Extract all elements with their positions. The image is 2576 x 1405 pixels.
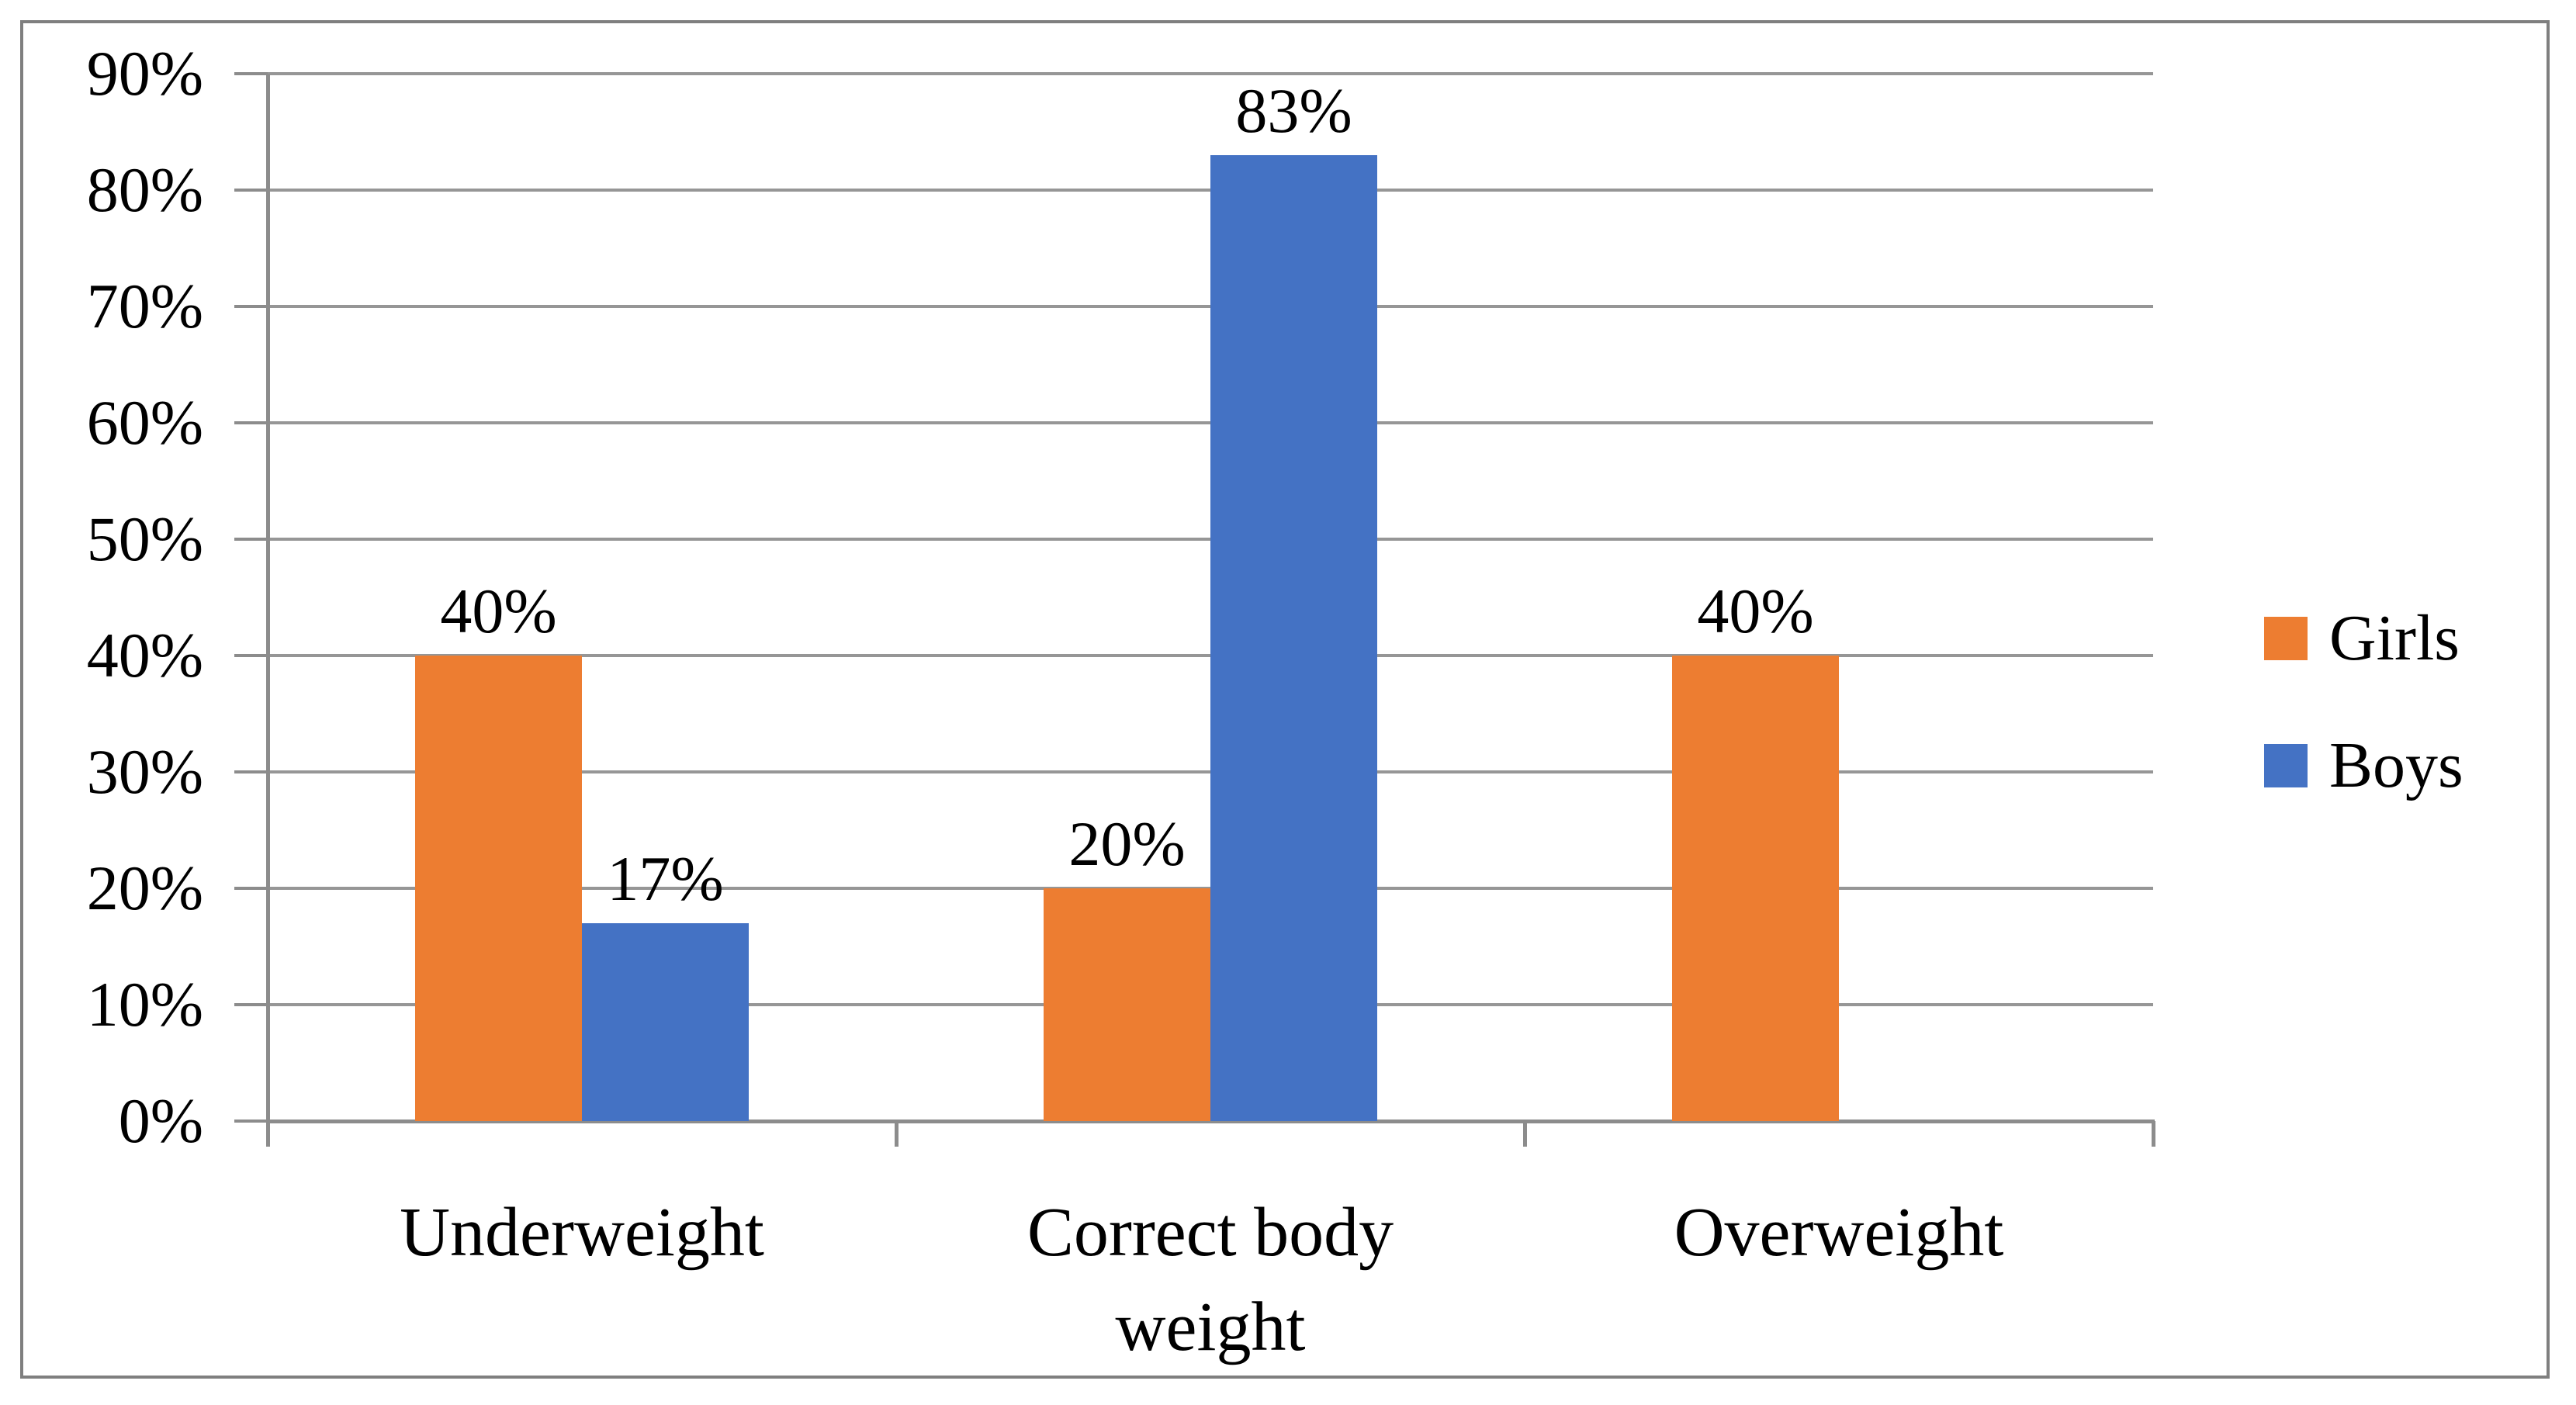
y-axis-label-20%: 20% (86, 853, 203, 923)
data-label-boys-underweight: 17% (607, 843, 724, 914)
x-axis-tick-3 (2152, 1121, 2155, 1147)
bar-girls-overweight (1672, 656, 1839, 1121)
bar-girls-correct-body-weight (1044, 888, 1210, 1121)
y-axis-label-50%: 50% (86, 504, 203, 574)
y-axis-line (266, 74, 270, 1147)
y-axis-tick-20% (234, 887, 268, 890)
y-axis-tick-60% (234, 421, 268, 424)
y-axis-tick-10% (234, 1003, 268, 1006)
legend-item-girls: Girls (2264, 601, 2460, 676)
data-label-girls-overweight: 40% (1697, 576, 1814, 646)
bar-boys-underweight (582, 923, 749, 1121)
gridline-90% (268, 72, 2153, 75)
girls-legend-label: Girls (2329, 602, 2460, 674)
y-axis-tick-80% (234, 189, 268, 192)
y-axis-tick-30% (234, 770, 268, 773)
y-axis-label-80%: 80% (86, 154, 203, 225)
x-axis-tick-1 (895, 1121, 898, 1147)
y-axis-label-40%: 40% (86, 620, 203, 690)
chart-border (20, 20, 2550, 1379)
y-axis-label-0%: 0% (118, 1085, 203, 1156)
data-label-boys-correct-body-weight: 83% (1235, 75, 1352, 146)
bar-girls-underweight (415, 656, 582, 1121)
boys-legend-label: Boys (2329, 729, 2463, 801)
bar-boys-correct-body-weight (1210, 155, 1377, 1121)
legend-item-boys: Boys (2264, 728, 2463, 803)
y-axis-label-10%: 10% (86, 969, 203, 1040)
y-axis-tick-70% (234, 305, 268, 308)
girls-legend-swatch (2264, 617, 2308, 660)
y-axis-tick-50% (234, 538, 268, 541)
category-label-underweight: Underweight (400, 1194, 764, 1271)
boys-legend-swatch (2264, 744, 2308, 787)
y-axis-label-30%: 30% (86, 736, 203, 807)
y-axis-tick-0% (234, 1120, 268, 1123)
data-label-girls-correct-body-weight: 20% (1068, 808, 1186, 879)
x-axis-line (266, 1120, 2155, 1123)
category-label-correct-body-weight: Correct body weight (1027, 1194, 1394, 1365)
y-axis-label-70%: 70% (86, 271, 203, 341)
y-axis-tick-40% (234, 654, 268, 657)
x-axis-tick-2 (1523, 1121, 1527, 1147)
y-axis-label-60%: 60% (86, 387, 203, 458)
y-axis-label-90%: 90% (86, 38, 203, 109)
category-label-overweight: Overweight (1674, 1194, 2004, 1271)
y-axis-tick-90% (234, 72, 268, 75)
data-label-girls-underweight: 40% (440, 576, 557, 646)
